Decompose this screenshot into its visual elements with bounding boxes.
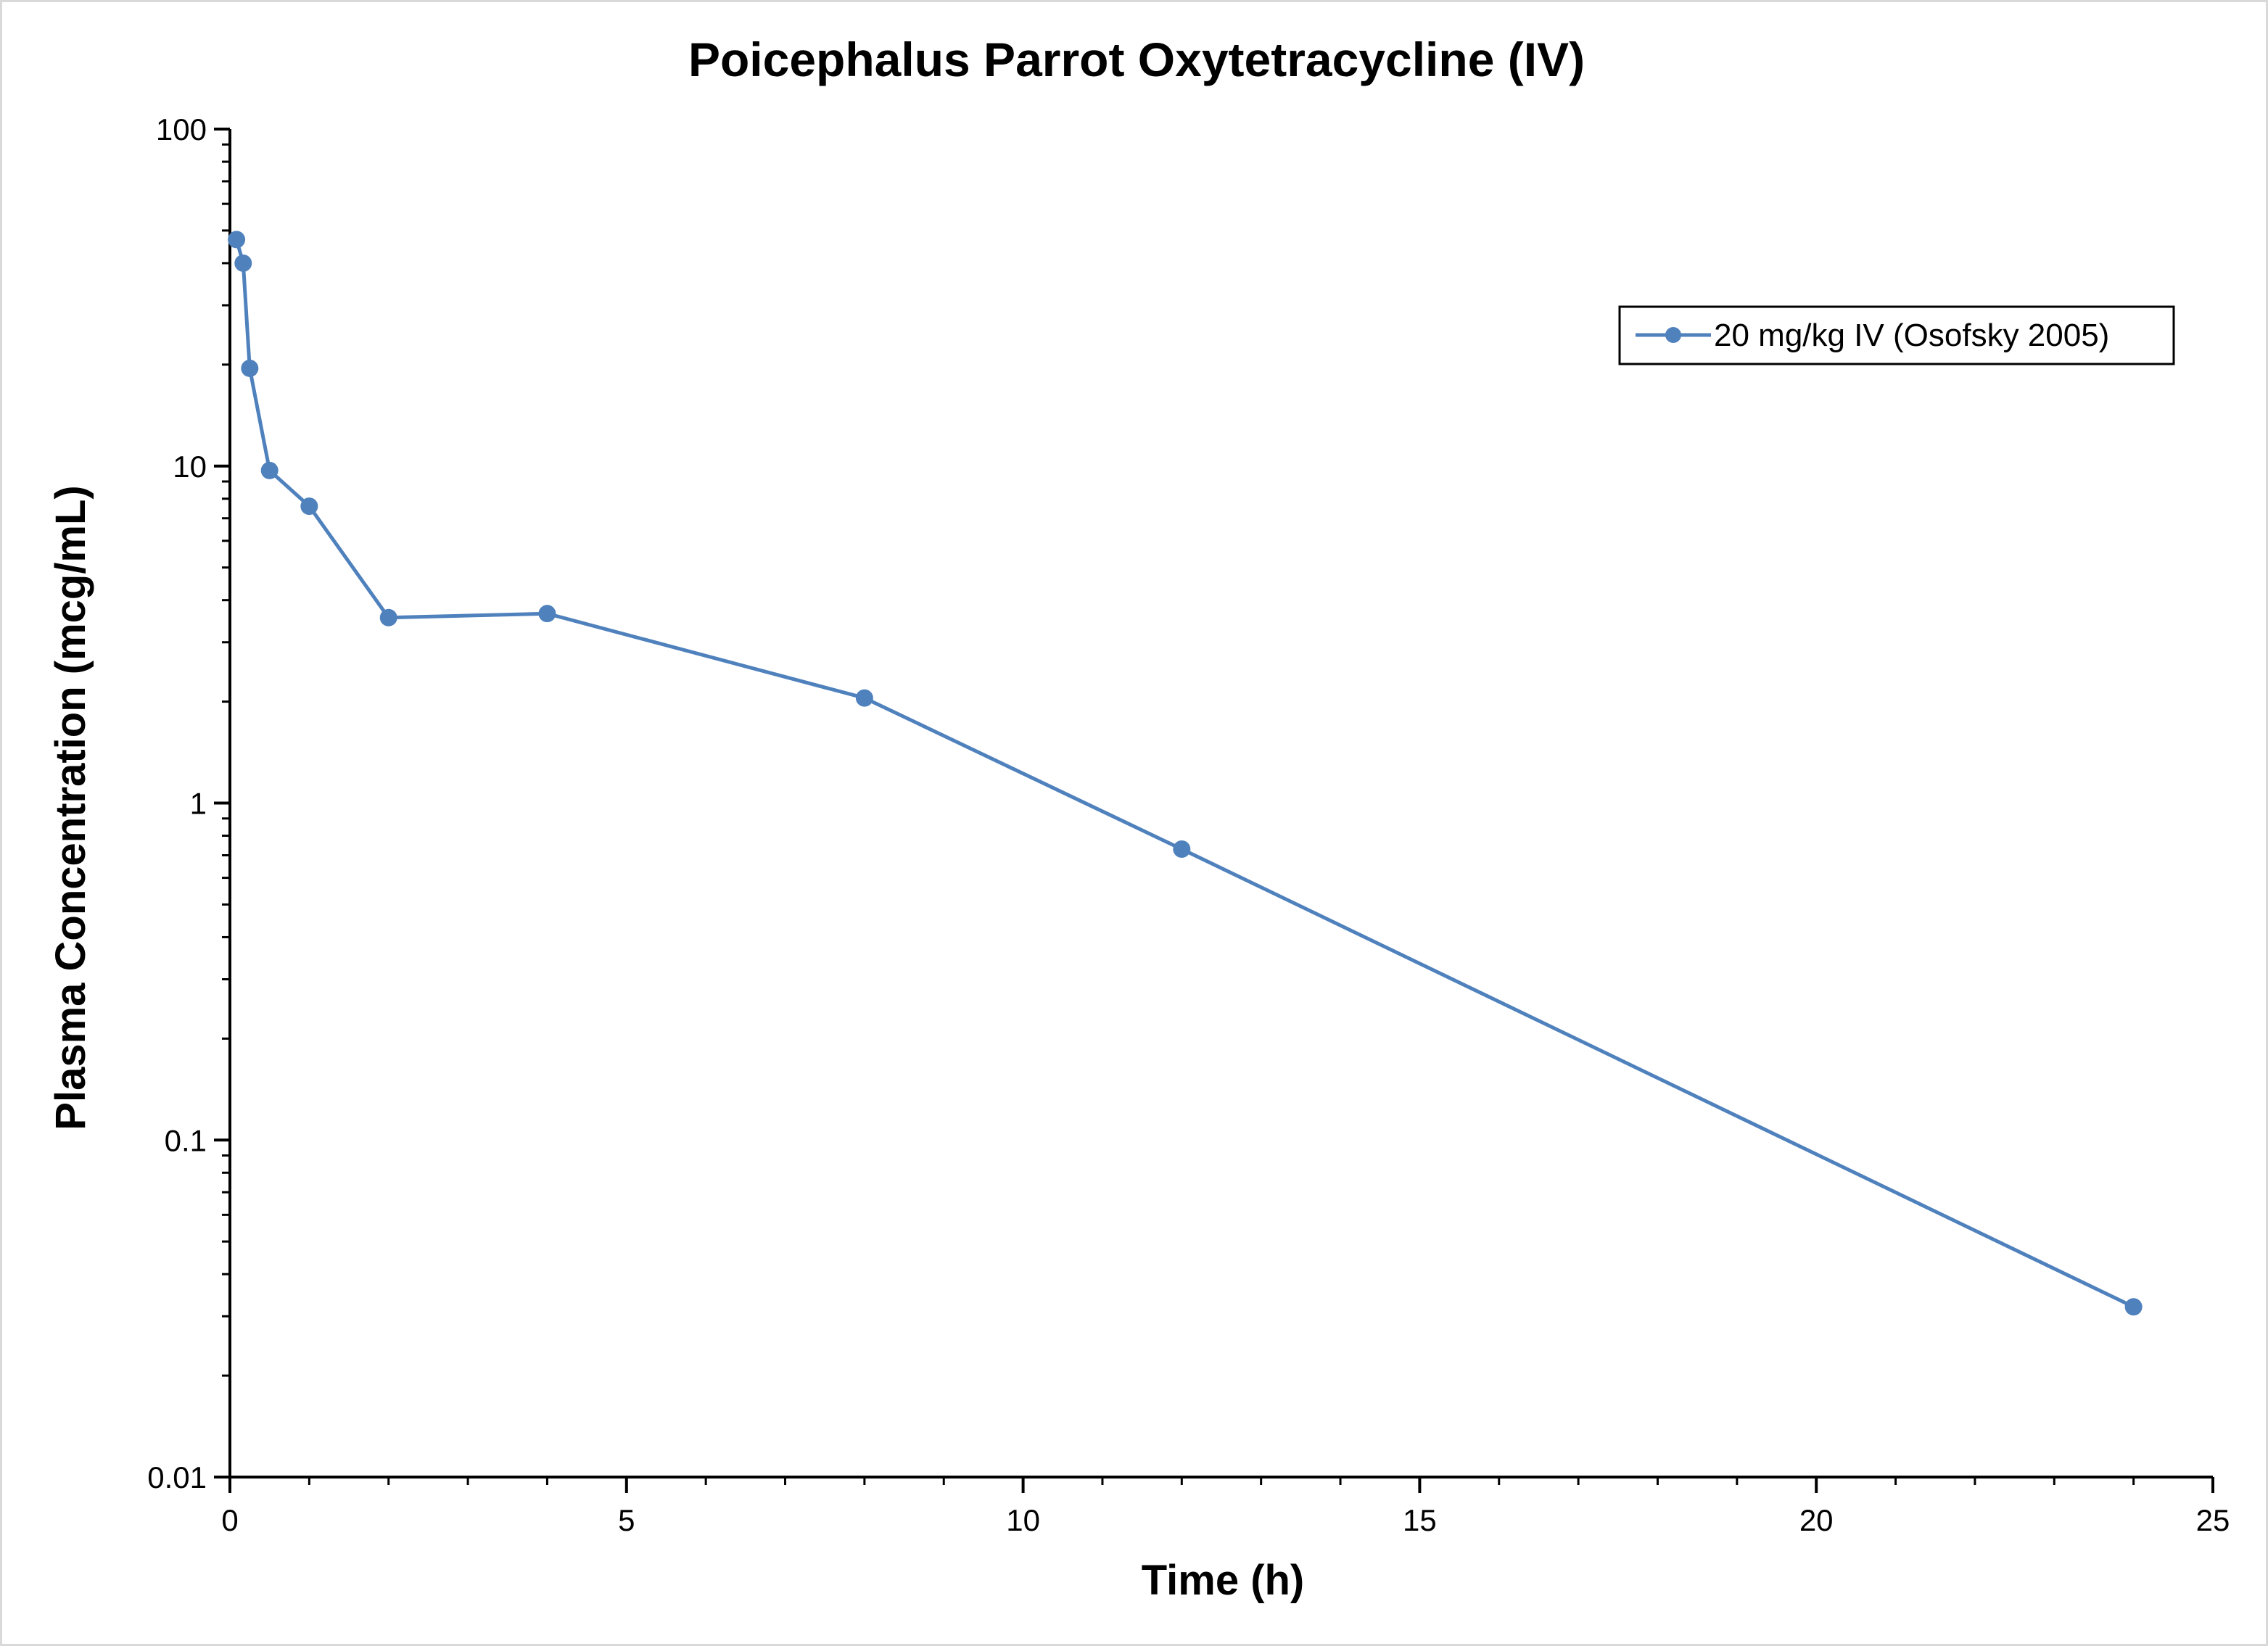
data-point: [379, 608, 397, 626]
y-tick-label: 0.1: [165, 1123, 207, 1157]
x-tick-label: 5: [618, 1503, 635, 1537]
x-tick-label: 10: [1006, 1503, 1040, 1537]
chart-title: Poicephalus Parrot Oxytetracycline (IV): [688, 33, 1585, 86]
data-point: [855, 689, 873, 707]
data-point: [228, 231, 246, 249]
legend: 20 mg/kg IV (Osofsky 2005): [1618, 305, 2175, 365]
axes: 0.01 0.1 1 10 100 0 5 10 15 20 25: [147, 112, 2230, 1537]
data-point: [260, 461, 279, 479]
x-tick-label: 25: [2196, 1503, 2230, 1537]
data-point: [538, 605, 556, 623]
y-tick-label: 0.01: [147, 1460, 207, 1494]
y-tick-label: 1: [190, 787, 207, 821]
x-tick-label: 20: [1799, 1503, 1834, 1537]
legend-series-label: 20 mg/kg IV (Osofsky 2005): [1714, 318, 2109, 353]
data-point: [234, 254, 252, 272]
x-tick-label: 0: [221, 1503, 238, 1537]
data-point: [1173, 840, 1191, 859]
data-point: [2124, 1298, 2143, 1316]
y-axis-title: Plasma Concentration (mcg/mL): [47, 485, 94, 1130]
series-layer: [228, 231, 2143, 1316]
series-line: [234, 239, 2135, 1309]
data-point: [300, 497, 318, 516]
x-axis-title: Time (h): [1142, 1557, 1305, 1604]
legend-box: [1618, 305, 2175, 365]
legend-series-marker: [1665, 327, 1681, 343]
data-point: [241, 359, 259, 377]
y-tick-label: 10: [173, 450, 207, 484]
x-tick-label: 15: [1403, 1503, 1437, 1537]
y-tick-label: 100: [156, 112, 207, 146]
